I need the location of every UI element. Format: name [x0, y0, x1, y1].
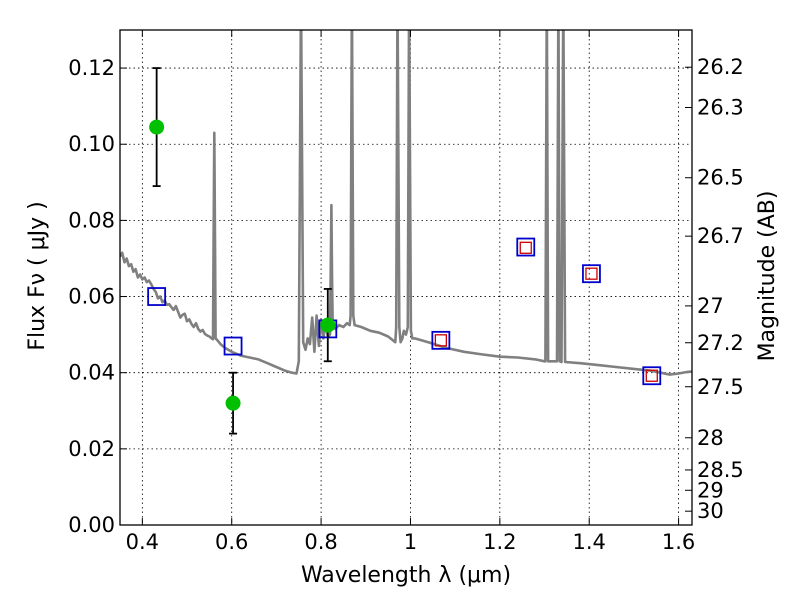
right-tick-label: 27.2 [697, 331, 744, 355]
right-tick-label: 28.5 [697, 458, 744, 482]
right-tick-label: 30 [697, 499, 724, 523]
y-axis-label: Flux Fν ( μJy ) [25, 201, 50, 350]
model-photometry-marker [223, 336, 243, 356]
right-tick-label: 26.3 [697, 95, 744, 119]
observed-flux-point [149, 119, 165, 135]
y-tick-label: 0.00 [68, 513, 115, 537]
right-tick-label: 27.5 [697, 375, 744, 399]
right-tick-label: 26.2 [697, 55, 744, 79]
model-photometry-marker [516, 237, 536, 257]
upper-limit-marker [519, 241, 532, 254]
upper-limit-marker [645, 369, 658, 382]
grid [120, 30, 692, 525]
y-tick-label: 0.08 [68, 208, 115, 232]
plot-frame [119, 29, 693, 526]
model-photometry-marker [582, 264, 601, 284]
right-axis-label: Magnitude (AB) [755, 191, 780, 362]
x-tick-label: 0.4 [126, 530, 159, 554]
observed-flux-point [320, 317, 336, 333]
model-photometry-marker [431, 330, 451, 350]
y-tick-label: 0.06 [68, 285, 115, 309]
observed-flux-point [225, 395, 241, 411]
y-tick-label: 0.10 [68, 132, 115, 156]
upper-limit-marker [585, 267, 598, 280]
y-tick-label: 0.12 [68, 56, 115, 80]
model-sed-line [120, 30, 692, 376]
x-tick-label: 0.6 [215, 530, 248, 554]
right-tick-label: 26.5 [697, 166, 744, 190]
right-tick-label: 28 [697, 426, 724, 450]
x-axis-label: Wavelength λ (μm) [301, 563, 511, 588]
upper-limit-marker [434, 334, 448, 347]
model-photometry-marker [147, 287, 167, 306]
axis-ticks: 0.4 0.6 0.8 1 1.2 1.4 1.6 0.00 0.02 0.04 0.06 0.08 0… [68, 30, 744, 554]
x-tick-label: 0.8 [304, 530, 337, 554]
y-tick-label: 0.04 [68, 361, 115, 385]
right-tick-label: 29 [697, 478, 724, 502]
right-tick-label: 26.7 [697, 224, 744, 248]
x-tick-label: 1.4 [573, 530, 606, 554]
model-photometry-marker [642, 366, 662, 386]
y-tick-label: 0.02 [68, 437, 115, 461]
x-tick-label: 1.6 [662, 530, 695, 554]
x-tick-label: 1.2 [483, 530, 516, 554]
right-tick-label: 27 [697, 294, 724, 318]
x-tick-label: 1 [404, 530, 417, 554]
plot-area [120, 30, 692, 435]
